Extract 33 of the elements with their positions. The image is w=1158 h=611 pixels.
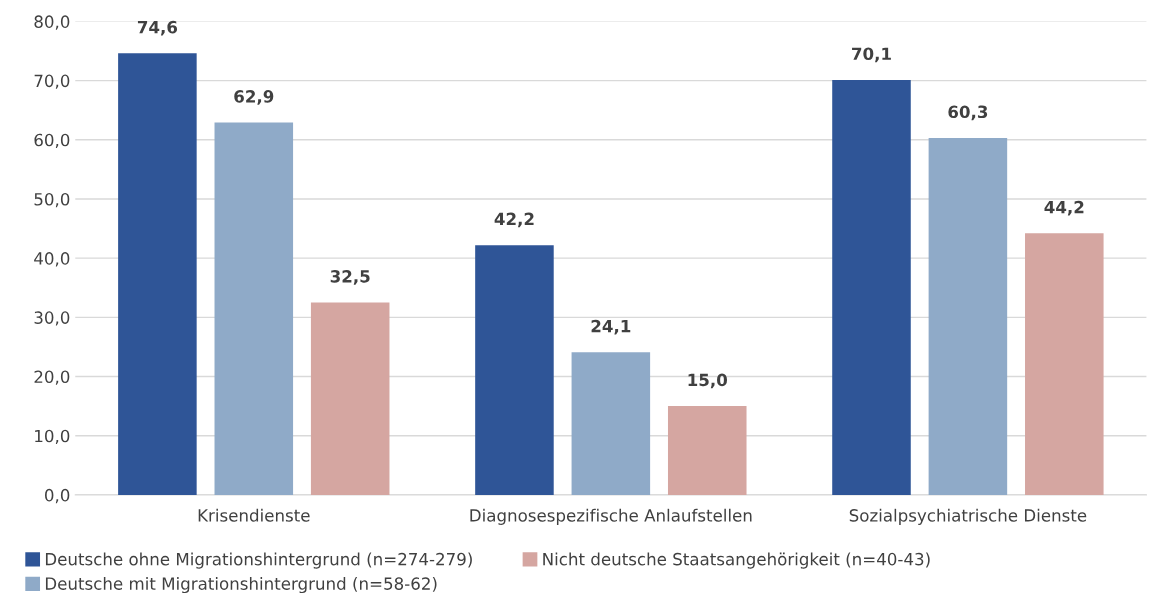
y-tick-label: 10,0: [35, 429, 70, 444]
data-label: 24,1: [591, 319, 631, 335]
x-tick-label: Sozialpsychiatrische Dienste: [849, 508, 1087, 525]
legend-label: Nicht deutsche Staatsangehörigkeit (n=40-43): [543, 552, 930, 569]
data-label: 44,2: [1044, 200, 1084, 216]
data-label: 32,5: [330, 270, 370, 285]
x-tick-label: Diagnosespezifische Anlaufstellen: [470, 508, 752, 525]
bar: [571, 352, 651, 495]
data-label: 42,2: [494, 212, 534, 228]
y-tick-label: 70,0: [34, 74, 70, 89]
bar: [310, 302, 390, 495]
bar: [928, 137, 1008, 495]
data-label: 60,3: [948, 105, 988, 121]
y-tick-label: 60,0: [34, 133, 70, 149]
data-label: 62,9: [234, 90, 274, 105]
y-tick-label: 0,0: [45, 488, 70, 504]
data-label: 70,1: [852, 47, 891, 63]
data-label: 74,6: [137, 20, 178, 36]
data-label: 15,0: [688, 373, 728, 389]
y-tick-label: 20,0: [34, 370, 70, 385]
bar: [1025, 233, 1104, 495]
y-tick-label: 40,0: [34, 252, 70, 267]
y-tick-label: 30,0: [34, 311, 70, 326]
bar: [214, 122, 294, 495]
legend-label: Deutsche ohne Migrationshintergrund (n=274-279): [45, 552, 472, 569]
y-tick-label: 80,0: [34, 15, 70, 30]
bar: [475, 245, 554, 495]
y-tick-label: 50,0: [34, 192, 70, 208]
bar: [667, 406, 747, 495]
bar: [832, 79, 911, 495]
legend-label: Deutsche mit Migrationshintergrund (n=58-62): [45, 576, 437, 594]
x-tick-label: Krisendienste: [198, 508, 310, 522]
bar: [118, 53, 197, 495]
